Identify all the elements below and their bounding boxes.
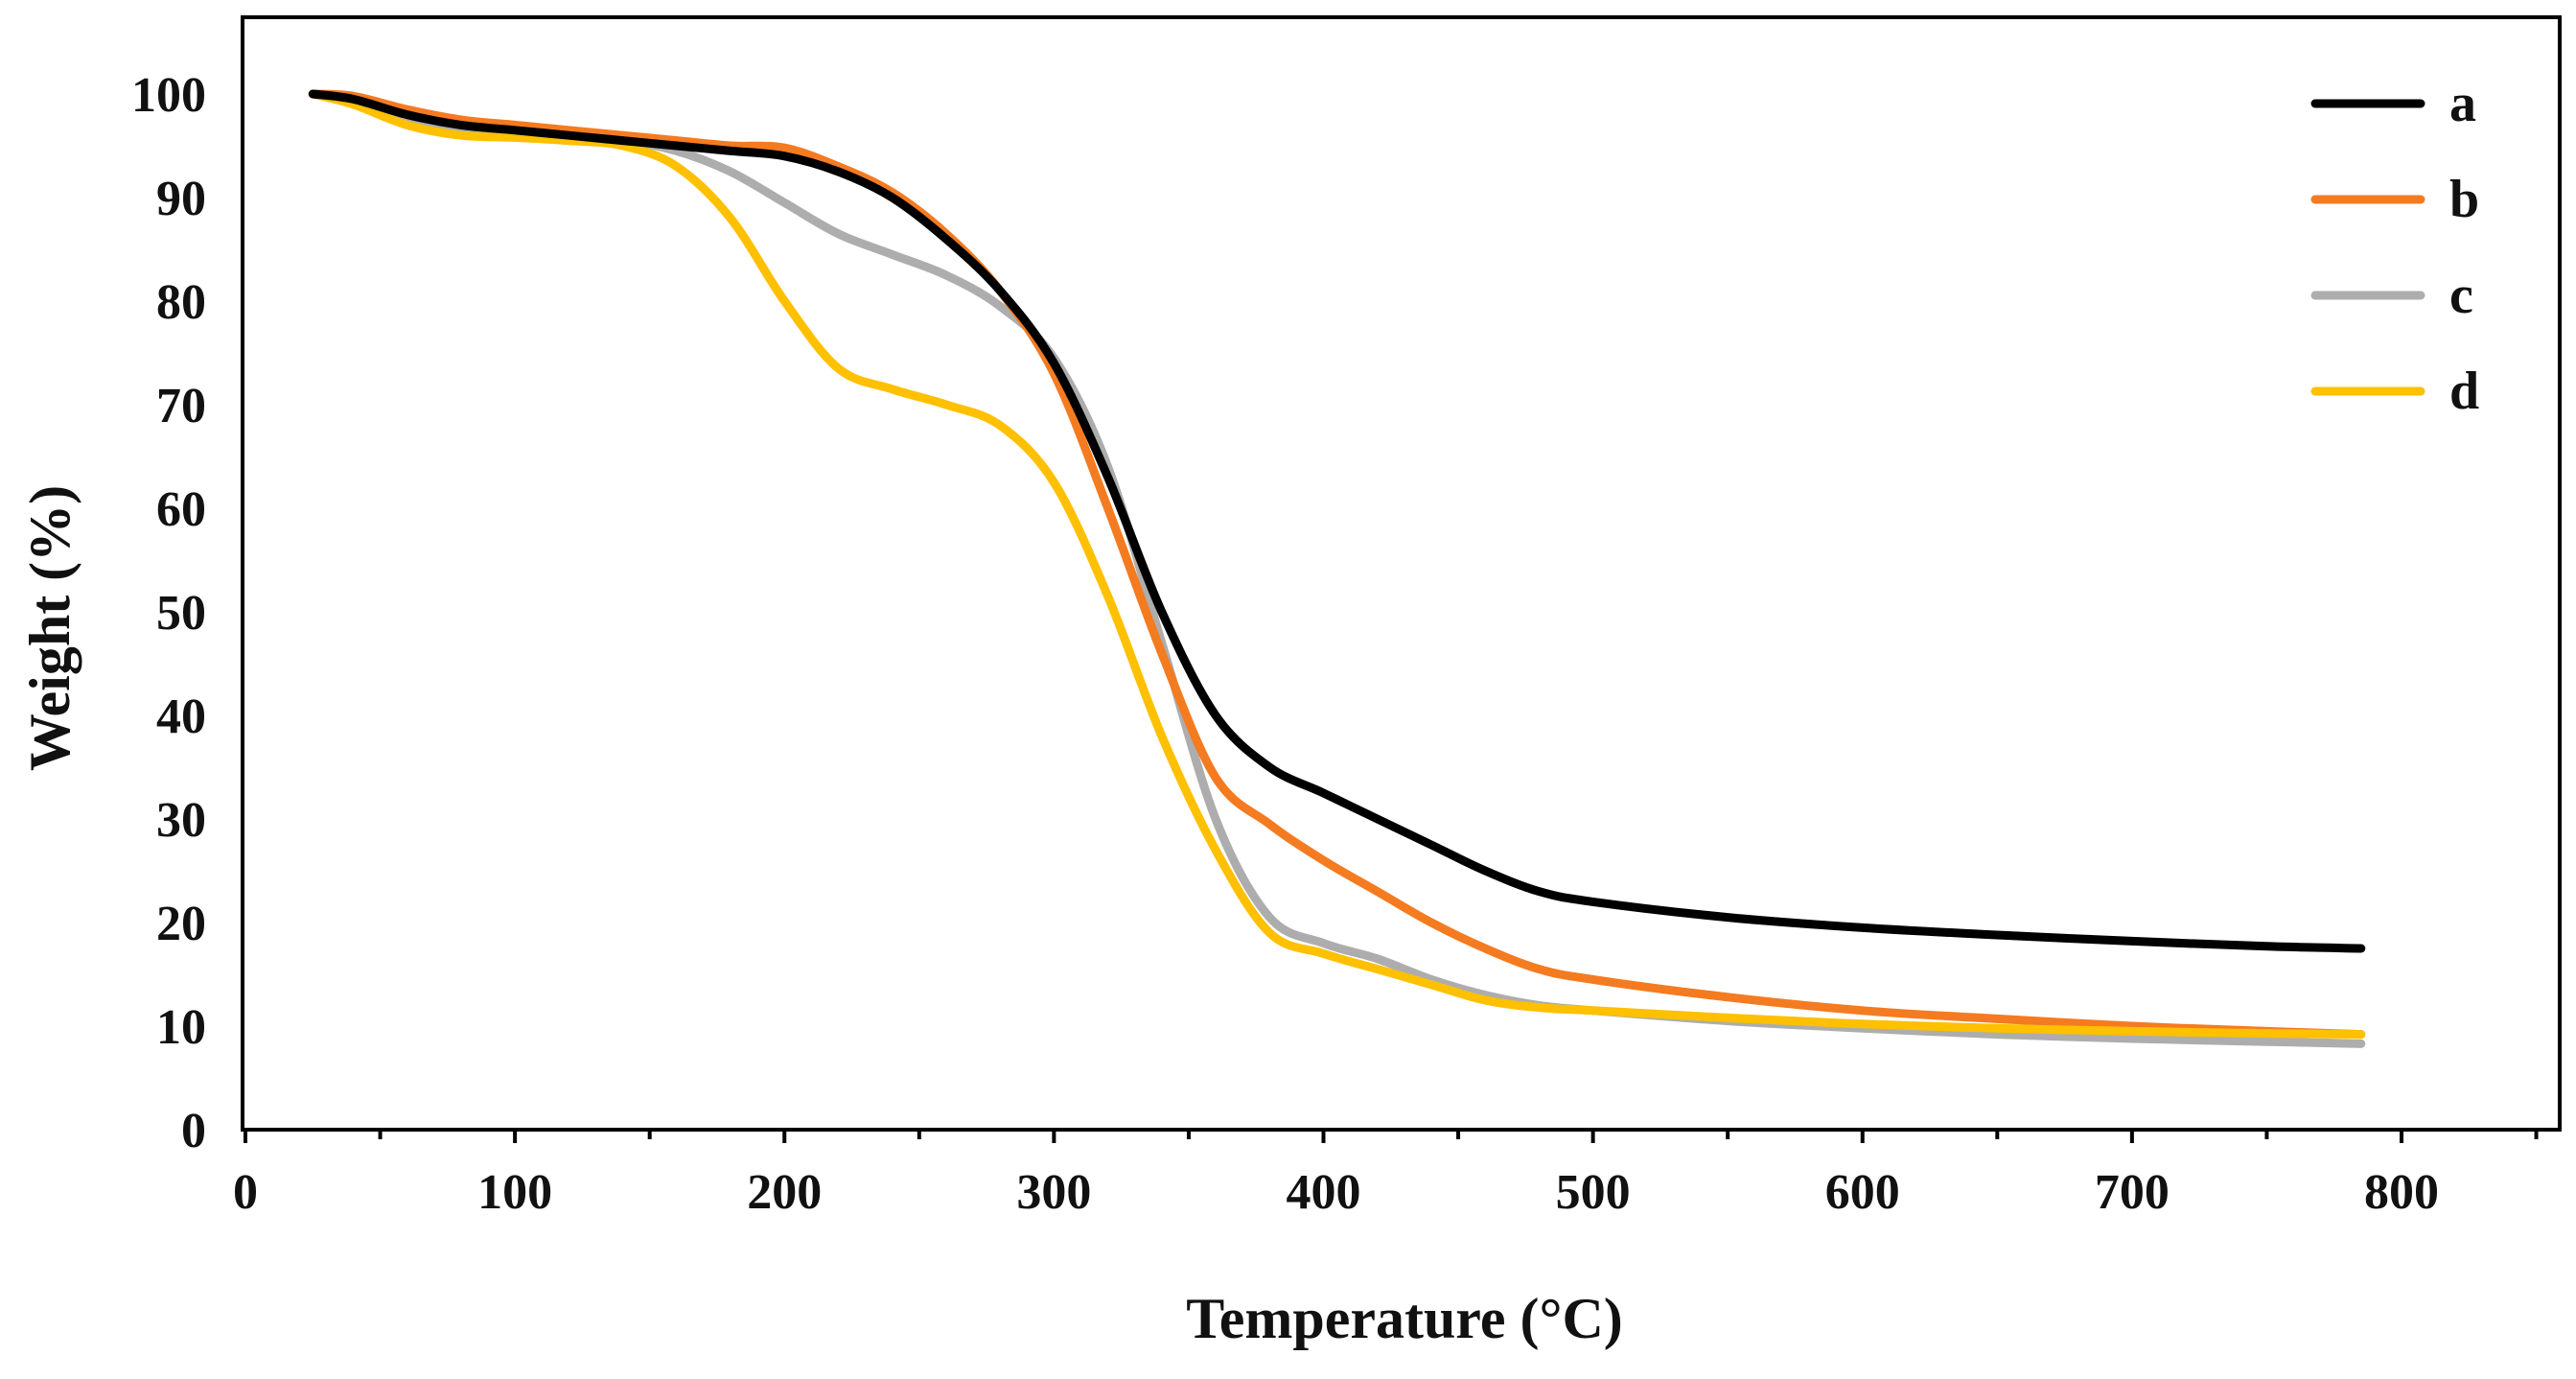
x-axis-title: Temperature (°C) [1186,1287,1623,1350]
x-tick-label: 100 [477,1165,552,1220]
y-axis-title: Weight (%) [18,485,81,771]
legend-label-b: b [2449,170,2479,229]
x-tick-label: 0 [233,1165,258,1220]
y-tick-label: 50 [156,586,206,641]
x-tick-label: 200 [747,1165,822,1220]
y-axis-ticks: 0 10 20 30 40 50 60 70 80 90 100 [131,68,206,1158]
y-tick-label: 0 [181,1104,206,1158]
y-tick-label: 40 [156,690,206,744]
y-tick-label: 20 [156,897,206,951]
y-tick-label: 60 [156,482,206,537]
x-tick-label: 500 [1556,1165,1631,1220]
y-tick-label: 100 [131,68,206,123]
x-axis-ticks: 0 100 200 300 400 500 600 700 800 [233,1130,2539,1220]
series-layer [308,89,2366,1048]
x-tick-label: 600 [1825,1165,1900,1220]
y-tick-label: 70 [156,379,206,433]
legend-label-d: d [2449,362,2479,421]
series-line-c [308,89,2366,1048]
legend-label-a: a [2449,74,2476,133]
y-tick-label: 30 [156,793,206,848]
plot-frame [241,15,2562,1132]
x-tick-label: 400 [1287,1165,1361,1220]
x-tick-label: 800 [2364,1165,2439,1220]
series-line-a [308,89,2366,953]
y-tick-label: 80 [156,275,206,330]
series-line-d [308,89,2366,1040]
x-tick-label: 300 [1016,1165,1091,1220]
y-tick-label: 10 [156,1000,206,1055]
series-line-b [308,89,2366,1040]
y-tick-label: 90 [156,172,206,226]
legend-label-c: c [2449,266,2473,325]
x-tick-label: 700 [2095,1165,2170,1220]
